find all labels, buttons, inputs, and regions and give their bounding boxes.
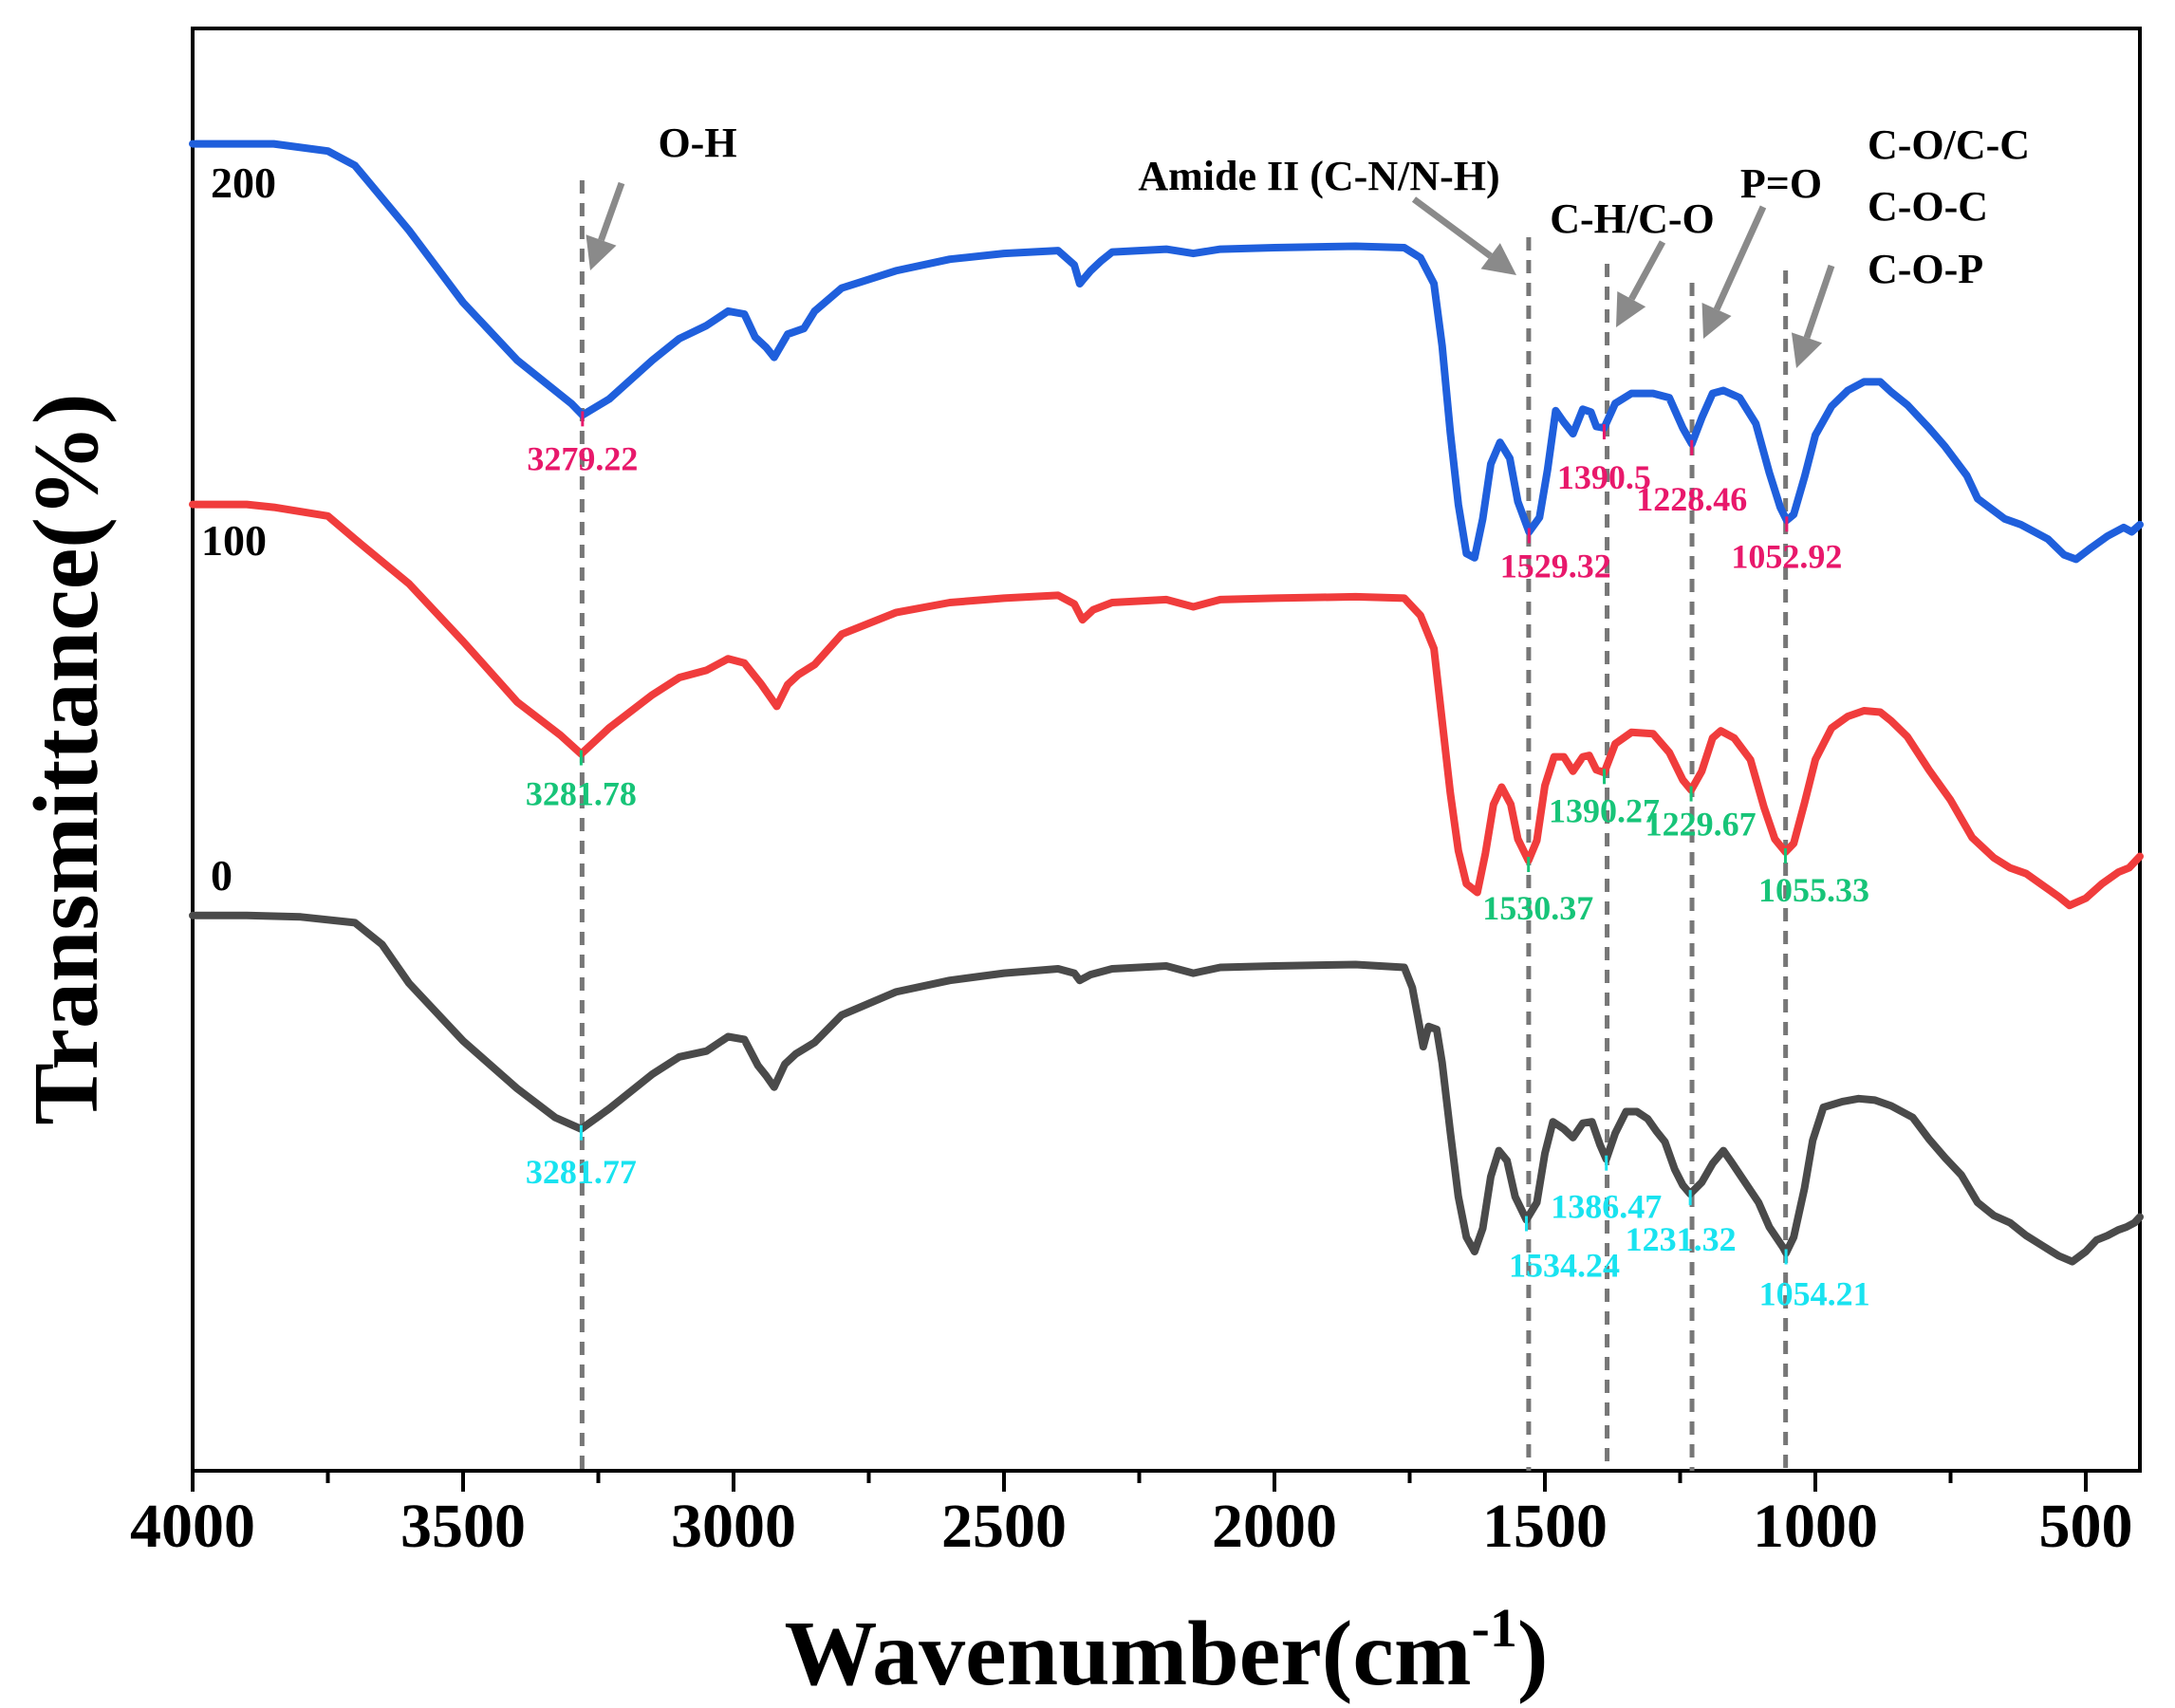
x-tick-label: 2000 [1212,1492,1337,1561]
x-axis-title-close: ) [1517,1603,1549,1705]
band-arrow [1411,196,1493,259]
series-line-200 [189,139,2144,564]
band-label: C-O/C-C [1868,121,2030,168]
peak-label: 1530.37 [1482,889,1593,927]
series-line-0 [189,911,2144,1266]
x-tick-label: 3000 [671,1492,796,1561]
series-label-100: 100 [201,516,267,565]
peak-label: 1055.33 [1758,871,1869,909]
peak-label: 1052.92 [1731,537,1842,575]
band-arrow [1628,240,1666,301]
series-label-200: 200 [211,158,276,207]
x-tick-label: 3500 [400,1492,526,1561]
band-arrow [598,181,625,242]
band-arrow-head [1480,243,1516,275]
series-label-0: 0 [211,851,232,900]
band-annotations: O-H Amide II (C-N/N-H) C-H/C-O P=O C-O/C-C C-… [586,120,2030,368]
peak-label: 1054.21 [1759,1274,1870,1312]
peak-label: 1231.32 [1626,1220,1737,1258]
band-arrow [1713,205,1767,311]
x-tick-label: 2500 [941,1492,1067,1561]
peak-label: 3281.78 [526,775,637,813]
peak-label: 1390.27 [1549,791,1660,829]
band-label: C-O-C [1868,183,1988,230]
peak-label: 1386.47 [1551,1188,1662,1226]
peak-label: 1228.46 [1636,480,1747,518]
x-tick-label: 1000 [1753,1492,1878,1561]
peak-label: 1390.5 [1557,458,1651,496]
series-lines [189,139,2144,1266]
x-tick-label: 4000 [130,1492,255,1561]
band-arrow-head [1791,332,1823,368]
peak-label: 1229.67 [1645,806,1757,844]
x-axis-title-superscript: -1 [1472,1597,1517,1659]
x-tick-label: 1500 [1482,1492,1608,1561]
band-arrow [1803,264,1835,339]
band-label: Amide II (C-N/N-H) [1138,153,1499,199]
peak-label: 3281.77 [526,1153,637,1191]
plot-frame [191,27,2142,1473]
band-label: C-H/C-O [1550,195,1715,242]
band-arrow-head [1701,303,1732,339]
band-label: C-O-P [1868,246,1983,292]
peak-label: 1534.24 [1509,1247,1620,1285]
band-label: O-H [658,120,736,166]
x-tick-label: 500 [2039,1492,2133,1561]
x-axis-title-main: Wavenumber(cm [785,1603,1472,1705]
x-axis-tick-labels: 4000 3500 3000 2500 2000 1500 1000 500 [130,1492,2133,1561]
band-arrow-head [1616,291,1646,327]
peak-label: 3279.22 [527,439,638,477]
band-arrow-head [586,234,617,270]
x-axis-ticks [191,1471,2088,1492]
y-axis-title: Transmittance(%) [15,393,118,1124]
x-axis-title: Wavenumber(cm-1) [785,1597,1549,1705]
band-label: P=O [1740,160,1822,207]
series-line-100 [189,500,2144,910]
peak-label: 1529.32 [1500,547,1611,585]
